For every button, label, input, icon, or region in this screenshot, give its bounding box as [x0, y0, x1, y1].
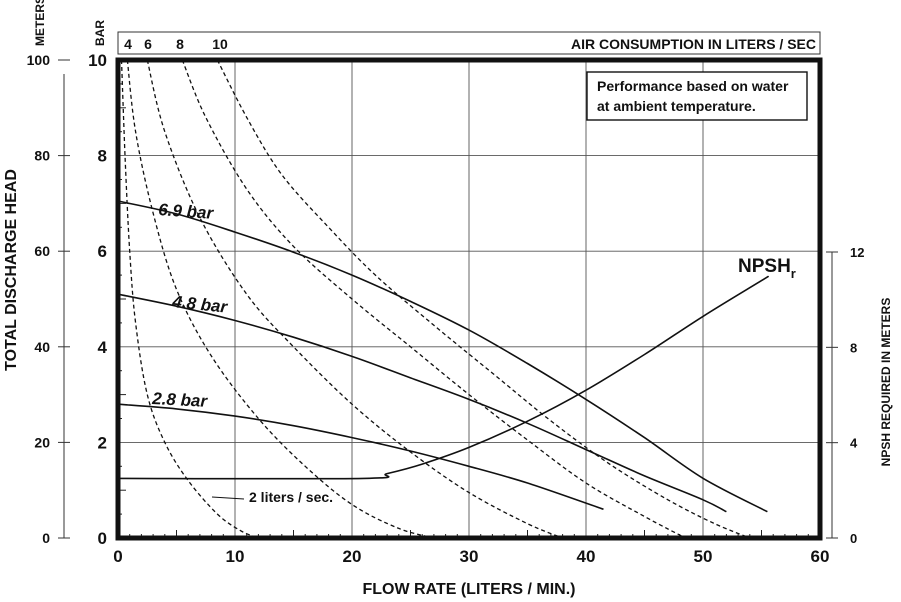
npsh-tick-label: 8 [850, 340, 857, 355]
series-line-2-8-bar [117, 403, 604, 511]
x-axis-title: FLOW RATE (LITERS / MIN.) [362, 581, 575, 598]
meters-tick-label: 40 [34, 339, 50, 355]
x-tick-label: 40 [577, 547, 596, 566]
bar-unit-label: BAR [93, 20, 107, 46]
bar-tick-label: 2 [98, 433, 107, 452]
series-label-4-8-bar: 4.8 bar [171, 292, 230, 317]
x-tick-label: 50 [694, 547, 713, 566]
series-label-2-liters-sec: 2 liters / sec. [249, 489, 333, 505]
bar-tick-label: 6 [98, 242, 107, 261]
air-tick-label: 6 [144, 36, 152, 52]
meters-tick-label: 20 [34, 434, 50, 450]
air-consumption-axis-title: AIR CONSUMPTION IN LITERS / SEC [571, 36, 816, 52]
npshr-main: NPSH [738, 256, 791, 277]
plot-frame [115, 57, 823, 541]
meters-tick-label: 0 [42, 530, 50, 546]
bar-tick-label: 10 [88, 51, 107, 70]
series-line-10 [216, 59, 751, 539]
air-tick-label: 10 [212, 36, 228, 52]
series-label-2-8-bar: 2.8 bar [151, 389, 209, 411]
note-box [586, 71, 808, 121]
npsh-tick-label: 0 [850, 531, 857, 546]
bar-tick-label: 4 [98, 338, 108, 357]
meters-unit-label: METERS [33, 0, 47, 46]
x-tick-label: 20 [343, 547, 362, 566]
series-line-8 [181, 59, 686, 539]
meters-tick-label: 100 [27, 52, 51, 68]
npshr-subscript: r [791, 266, 796, 281]
npsh-tick-label: 12 [850, 245, 864, 260]
series-label-npshr: NPSHr [738, 256, 796, 281]
air-2-leader-line [211, 496, 245, 500]
bar-tick-label: 0 [98, 529, 107, 548]
x-tick-label: 10 [226, 547, 245, 566]
series-line-4-8-bar [117, 293, 727, 513]
y-axis-title: TOTAL DISCHARGE HEAD [3, 169, 20, 371]
series-line-4 [126, 59, 435, 539]
x-tick-label: 0 [113, 547, 122, 566]
bar-tick-label: 8 [98, 147, 107, 166]
npsh-axis-title: NPSH REQUIRED IN METERS [879, 298, 893, 467]
air-tick-label: 8 [176, 36, 184, 52]
meters-tick-label: 80 [34, 148, 50, 164]
series-line-6-9-bar [117, 200, 768, 513]
air-tick-label: 4 [124, 36, 132, 52]
x-tick-label: 30 [460, 547, 479, 566]
series-line-2-liters-sec [120, 59, 259, 539]
note-line-2: at ambient temperature. [597, 98, 756, 114]
series-line-npshr [117, 275, 769, 480]
series-label-6-9-bar: 6.9 bar [158, 200, 215, 223]
air-consumption-axis-box [117, 31, 821, 55]
meters-tick-label: 60 [34, 243, 50, 259]
npsh-tick-label: 4 [850, 436, 858, 451]
note-line-1: Performance based on water [597, 78, 789, 94]
x-tick-label: 60 [811, 547, 830, 566]
